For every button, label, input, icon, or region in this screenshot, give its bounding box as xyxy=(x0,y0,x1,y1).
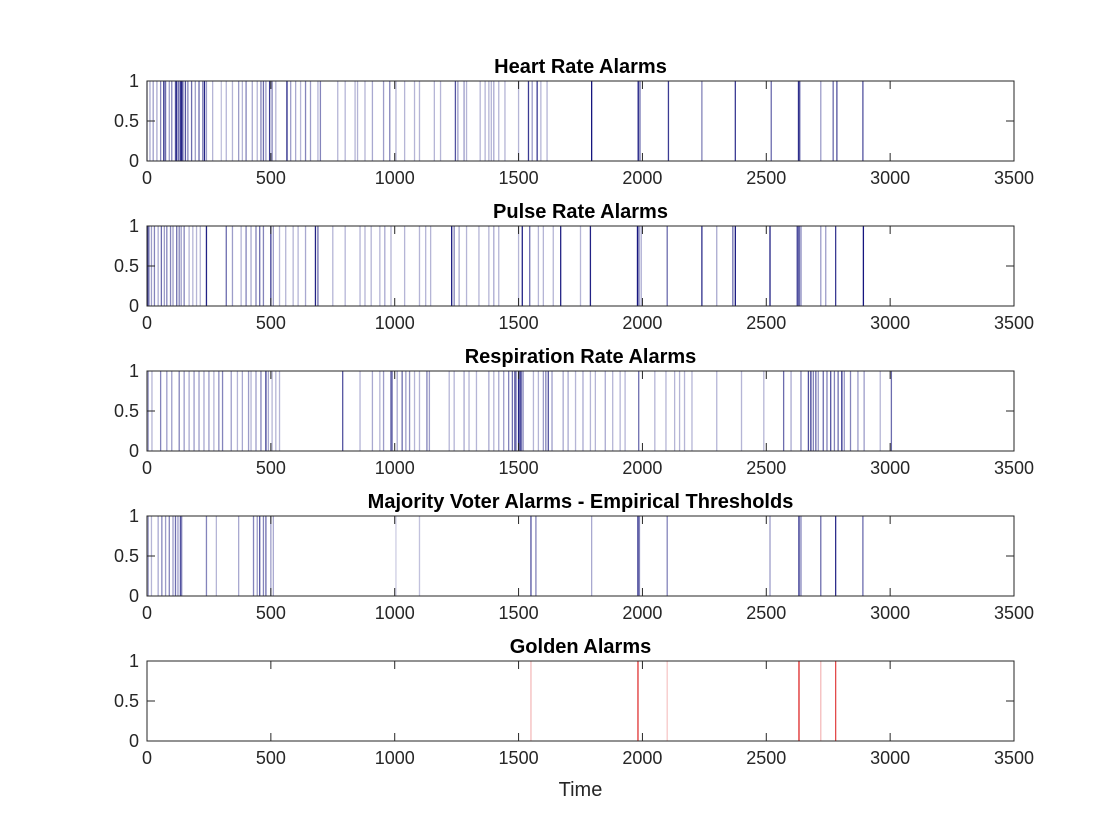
subplot-title: Respiration Rate Alarms xyxy=(465,346,697,368)
y-tick-label: 0 xyxy=(129,441,139,461)
y-tick-label: 0 xyxy=(129,296,139,316)
x-tick-label: 2000 xyxy=(622,168,662,188)
x-tick-label: 3500 xyxy=(994,168,1034,188)
x-tick-label: 2500 xyxy=(746,603,786,623)
y-tick-label: 1 xyxy=(129,651,139,671)
subplot-2: Pulse Rate Alarms 0 500 1000 1500 2000 2500 300… xyxy=(114,201,1034,333)
x-tick-label: 1000 xyxy=(375,748,415,768)
x-axis-label: Time xyxy=(559,779,603,801)
alarm-lines xyxy=(147,371,893,451)
x-tick-label: 3000 xyxy=(870,458,910,478)
x-tick-label: 1000 xyxy=(375,603,415,623)
y-tick-label: 0.5 xyxy=(114,256,139,276)
x-tick-label: 500 xyxy=(256,313,286,333)
x-tick-label: 2500 xyxy=(746,748,786,768)
x-tick-label: 1500 xyxy=(499,313,539,333)
x-tick-label: 0 xyxy=(142,603,152,623)
x-tick-label: 3500 xyxy=(994,748,1034,768)
x-tick-label: 3000 xyxy=(870,313,910,333)
subplot-title: Pulse Rate Alarms xyxy=(493,201,668,223)
y-tick-label: 0.5 xyxy=(114,691,139,711)
x-tick-label: 2500 xyxy=(746,458,786,478)
x-tick-label: 1500 xyxy=(499,748,539,768)
y-tick-label: 1 xyxy=(129,216,139,236)
alarm-lines xyxy=(147,226,865,306)
y-tick-label: 0.5 xyxy=(114,401,139,421)
x-tick-label: 0 xyxy=(142,168,152,188)
subplot-4: Majority Voter Alarms - Empirical Thresh… xyxy=(114,491,1034,623)
y-tick-label: 1 xyxy=(129,361,139,381)
x-tick-label: 2000 xyxy=(622,603,662,623)
y-tick-label: 0 xyxy=(129,731,139,751)
axes-box xyxy=(146,515,1015,597)
y-tick-label: 0 xyxy=(129,586,139,606)
x-tick-label: 500 xyxy=(256,603,286,623)
x-tick-label: 2000 xyxy=(622,458,662,478)
x-tick-label: 3000 xyxy=(870,603,910,623)
x-tick-label: 0 xyxy=(142,313,152,333)
x-tick-label: 500 xyxy=(256,458,286,478)
x-tick-label: 2000 xyxy=(622,313,662,333)
x-tick-label: 500 xyxy=(256,748,286,768)
alarm-lines xyxy=(146,81,864,161)
axes-box xyxy=(146,370,1015,452)
x-tick-label: 3500 xyxy=(994,603,1034,623)
subplot-5: Golden Alarms 0 500 1000 1500 2000 2500 3000 350… xyxy=(114,636,1034,801)
subplot-title: Majority Voter Alarms - Empirical Thresh… xyxy=(368,491,794,513)
subplot-title: Heart Rate Alarms xyxy=(494,56,667,78)
x-tick-label: 1000 xyxy=(375,168,415,188)
y-tick-label: 0.5 xyxy=(114,111,139,131)
axes-box xyxy=(146,660,1015,742)
x-tick-label: 1000 xyxy=(375,458,415,478)
x-tick-label: 0 xyxy=(142,748,152,768)
subplot-title: Golden Alarms xyxy=(510,636,652,658)
subplot-3: Respiration Rate Alarms 0 500 1000 1500 2000 2… xyxy=(114,346,1034,478)
y-tick-label: 1 xyxy=(129,71,139,91)
x-tick-label: 3500 xyxy=(994,458,1034,478)
axes-box xyxy=(146,80,1015,162)
x-tick-label: 3000 xyxy=(870,168,910,188)
y-tick-label: 1 xyxy=(129,506,139,526)
x-tick-label: 1500 xyxy=(499,458,539,478)
x-tick-label: 0 xyxy=(142,458,152,478)
x-tick-label: 3000 xyxy=(870,748,910,768)
x-tick-label: 1000 xyxy=(375,313,415,333)
x-tick-label: 2500 xyxy=(746,313,786,333)
x-tick-label: 500 xyxy=(256,168,286,188)
x-tick-label: 1500 xyxy=(499,603,539,623)
x-tick-label: 3500 xyxy=(994,313,1034,333)
x-tick-label: 2500 xyxy=(746,168,786,188)
y-tick-label: 0.5 xyxy=(114,546,139,566)
alarm-lines xyxy=(147,516,864,596)
subplot-1: Heart Rate Alarms 0 500 1000 1500 2000 2500 300… xyxy=(114,56,1034,188)
x-tick-label: 1500 xyxy=(499,168,539,188)
x-tick-label: 2000 xyxy=(622,748,662,768)
y-tick-label: 0 xyxy=(129,151,139,171)
alarm-lines xyxy=(530,661,837,741)
